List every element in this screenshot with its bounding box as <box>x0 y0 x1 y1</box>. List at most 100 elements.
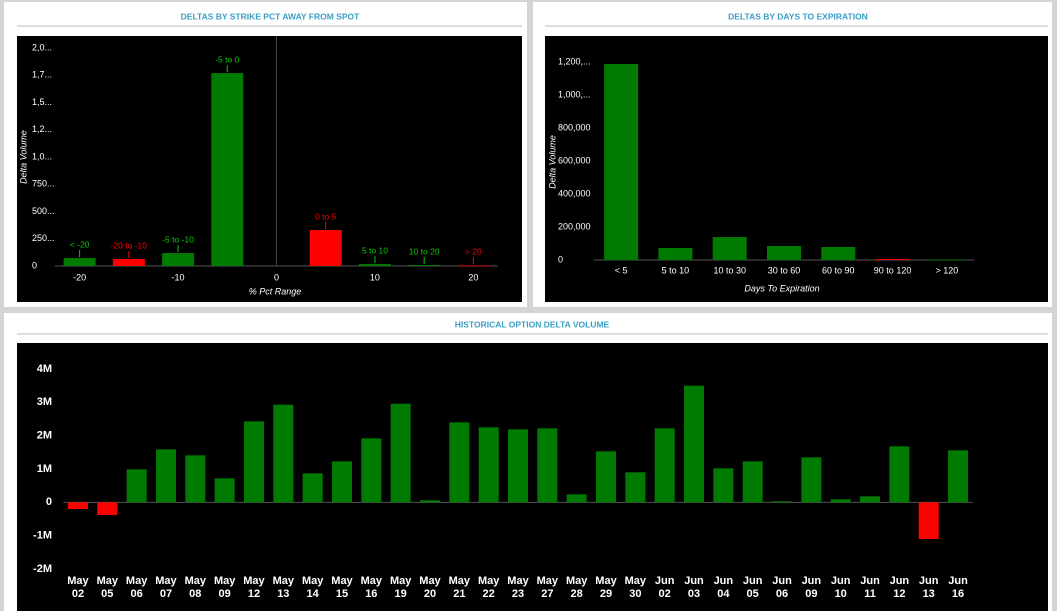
bar <box>358 264 391 266</box>
bar <box>67 502 88 509</box>
bar <box>309 230 342 266</box>
y-tick-label: 600,000 <box>558 155 591 165</box>
y-tick-label: -1M <box>33 530 52 542</box>
x-tick-label: Jun 16 <box>948 575 968 600</box>
x-tick-label: May 16 <box>360 575 383 600</box>
x-tick-label: 30 to 60 <box>768 265 801 275</box>
y-tick-label: 0 <box>32 260 37 270</box>
bar <box>361 438 382 503</box>
y-tick-label: 1,2... <box>32 124 52 134</box>
chart-title: DELTAS BY DAYS TO EXPIRATION <box>728 11 868 21</box>
bar <box>126 469 147 503</box>
x-tick-label: 10 <box>370 272 380 282</box>
bar <box>596 451 617 503</box>
y-tick-label: 400,000 <box>558 188 591 198</box>
bar <box>772 501 793 503</box>
x-tick-label: Jun 05 <box>742 575 763 600</box>
y-tick-label: 1M <box>37 463 52 475</box>
bar <box>419 500 440 503</box>
x-tick-label: May 07 <box>155 575 177 600</box>
x-tick-label: May 14 <box>301 575 324 600</box>
bar <box>331 461 352 503</box>
bar <box>875 259 910 260</box>
y-tick-label: 4M <box>37 363 52 375</box>
data-label: 5 to 10 <box>362 245 388 255</box>
x-tick-label: May 30 <box>624 575 647 600</box>
y-tick-label: 500... <box>32 206 55 216</box>
bar <box>929 259 964 261</box>
bar <box>97 502 118 515</box>
x-tick-label: Jun 10 <box>830 575 851 600</box>
x-tick-label: Jun 13 <box>918 575 939 600</box>
data-label: -20 to -10 <box>111 240 148 250</box>
x-tick-label: < 5 <box>615 265 628 275</box>
x-tick-label: May 15 <box>331 575 353 600</box>
x-tick-label: May 02 <box>67 575 89 600</box>
bar <box>211 73 244 266</box>
x-tick-label: May 09 <box>213 575 236 600</box>
x-tick-label: -20 <box>73 272 86 282</box>
data-label: 0 to 5 <box>315 211 337 221</box>
data-label: > 20 <box>465 247 482 257</box>
bar <box>604 63 639 261</box>
x-tick-label: 5 to 10 <box>662 265 690 275</box>
bar <box>918 502 939 539</box>
y-tick-label: 1,5... <box>32 97 52 107</box>
bar <box>457 265 490 267</box>
x-tick-label: 60 to 90 <box>822 265 855 275</box>
bar <box>860 496 881 503</box>
bar <box>566 494 587 503</box>
bar <box>537 428 558 503</box>
y-tick-label: 0 <box>558 254 563 264</box>
bar <box>408 265 441 266</box>
x-tick-label: May 05 <box>96 575 118 600</box>
bar <box>801 457 822 503</box>
y-tick-label: 1,7... <box>32 70 52 80</box>
y-axis-label: Delta Volume <box>18 130 28 184</box>
bar <box>155 449 176 503</box>
x-tick-label: 0 <box>274 272 279 282</box>
x-tick-label: Jun 02 <box>654 575 675 600</box>
x-axis-label: % Pct Range <box>249 286 302 296</box>
bar <box>63 258 96 266</box>
x-tick-label: May 19 <box>389 575 412 600</box>
bar <box>162 253 195 266</box>
x-tick-label: May 20 <box>419 575 441 600</box>
x-axis-label: Days To Expiration <box>744 283 819 293</box>
plot-area <box>17 36 522 302</box>
y-tick-label: 1,200,... <box>558 56 591 66</box>
bar <box>830 499 851 503</box>
bar <box>889 446 910 503</box>
x-tick-label: May 21 <box>448 575 471 600</box>
bar <box>625 472 646 503</box>
x-tick-label: 20 <box>468 272 478 282</box>
bar <box>185 455 206 503</box>
bar <box>658 247 693 260</box>
x-tick-label: May 13 <box>272 575 295 600</box>
y-tick-label: 1,0... <box>32 151 52 161</box>
bar <box>112 259 145 266</box>
y-tick-label: 2,0... <box>32 42 52 52</box>
data-label: -5 to -10 <box>162 234 194 244</box>
data-label: 10 to 20 <box>409 246 440 256</box>
y-axis-label: Delta Volume <box>547 135 557 189</box>
x-tick-label: > 120 <box>935 265 958 275</box>
x-tick-label: May 27 <box>536 575 559 600</box>
x-tick-label: May 29 <box>595 575 617 600</box>
y-tick-label: 200,000 <box>558 221 591 231</box>
y-tick-label: 750... <box>32 179 55 189</box>
y-tick-label: 1,000,... <box>558 89 591 99</box>
x-tick-label: Jun 09 <box>801 575 822 600</box>
x-tick-label: May 28 <box>565 575 588 600</box>
x-tick-label: 90 to 120 <box>874 265 912 275</box>
bar <box>302 473 323 503</box>
x-tick-label: Jun 12 <box>889 575 910 600</box>
data-label: < -20 <box>70 239 90 249</box>
x-tick-label: Jun 06 <box>772 575 792 600</box>
bar <box>713 468 734 503</box>
bar <box>243 421 264 503</box>
x-tick-label: May 22 <box>477 575 500 600</box>
x-tick-label: May 06 <box>125 575 148 600</box>
x-tick-label: Jun 04 <box>713 575 734 600</box>
